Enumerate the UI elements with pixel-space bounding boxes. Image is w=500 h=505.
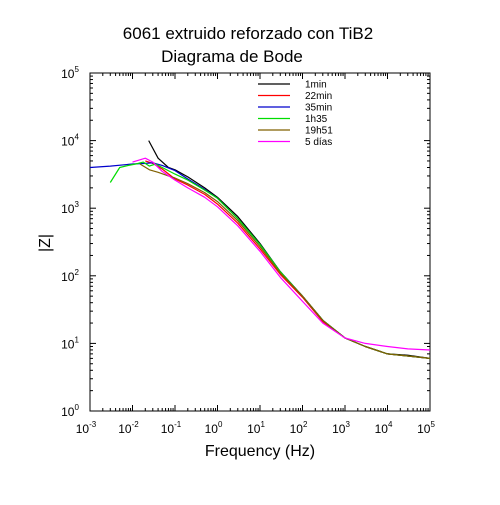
chart-subtitle: Diagrama de Bode <box>161 47 303 66</box>
legend-label: 1h35 <box>305 114 328 125</box>
legend-label: 1min <box>305 80 327 91</box>
y-tick-label: 100 <box>61 403 79 419</box>
legend-label: 19h51 <box>305 126 333 137</box>
x-tick-label: 105 <box>417 420 435 436</box>
series-line-35min <box>89 162 431 359</box>
y-tick-label: 101 <box>61 335 79 351</box>
legend-label: 35min <box>305 103 332 114</box>
series-line-22min <box>145 160 431 359</box>
y-tick-label: 102 <box>61 268 79 284</box>
series-line-19h51 <box>139 163 431 359</box>
x-tick-label: 102 <box>290 420 308 436</box>
chart-title: 6061 extruido reforzado con TiB2 <box>123 24 373 43</box>
x-axis-label: Frequency (Hz) <box>205 443 315 460</box>
legend-label: 5 días <box>305 137 332 148</box>
y-tick-label: 103 <box>61 200 79 216</box>
x-tick-label: 10-2 <box>118 420 139 436</box>
x-tick-label: 104 <box>375 420 393 436</box>
x-tick-label: 10-1 <box>161 420 182 436</box>
series-line-1min <box>148 140 431 359</box>
series-line-5-días <box>132 157 431 351</box>
y-axis-label: |Z| <box>37 234 54 252</box>
x-tick-label: 103 <box>332 420 350 436</box>
plot-layer: 10-3 10-2 10-1 100 101 102 103 104 105 100 101 102 1… <box>61 65 435 436</box>
x-tick-label: 100 <box>205 420 223 436</box>
y-tick-label: 105 <box>61 65 79 81</box>
legend-label: 22min <box>305 91 332 102</box>
plot-frame <box>89 72 431 412</box>
x-tick-label: 10-3 <box>76 420 97 436</box>
x-tick-label: 101 <box>247 420 265 436</box>
y-tick-label: 104 <box>61 133 79 149</box>
